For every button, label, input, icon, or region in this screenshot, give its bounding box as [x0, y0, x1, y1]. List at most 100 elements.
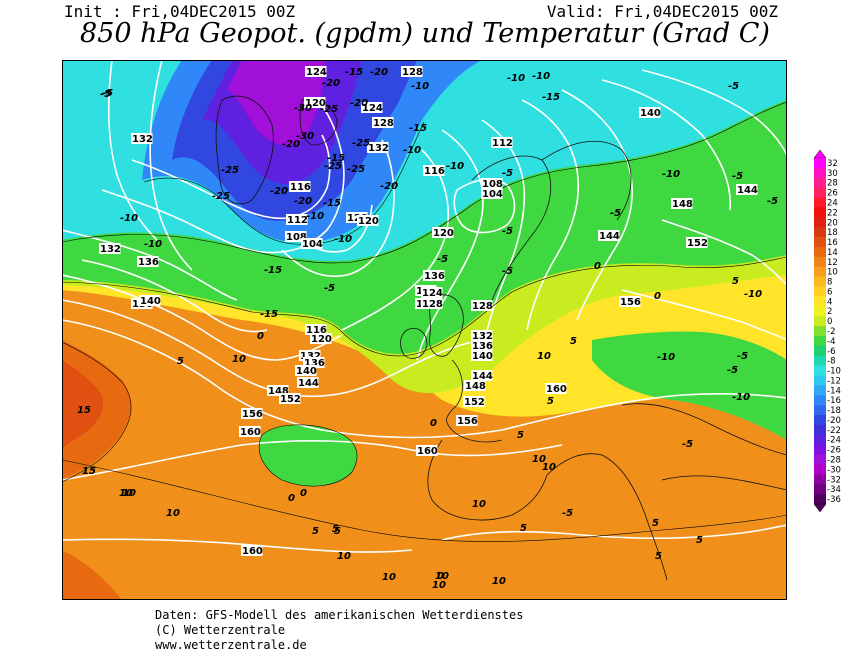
colorbar-label: -8: [827, 357, 835, 367]
temperature-label: 10: [232, 354, 246, 365]
geopotential-label: 124: [422, 288, 443, 299]
colorbar-label: 28: [827, 179, 838, 189]
colorbar-swatch: [814, 197, 826, 208]
geopotential-label: 108: [482, 179, 503, 190]
geopotential-label-bg: [137, 256, 159, 267]
geopotential-label: 132: [132, 134, 153, 145]
geopotential-label: 140: [640, 108, 661, 119]
temperature-label: -5: [102, 88, 113, 99]
geopotential-label-bg: [598, 230, 620, 241]
geopotential-label: 156: [620, 297, 641, 308]
geopotential-label-bg: [471, 350, 493, 361]
colorbar-label: -34: [827, 485, 841, 495]
geopotential-label: 132: [100, 244, 121, 255]
colorbar-swatch: [814, 296, 826, 307]
geopotential-label: 104: [302, 239, 323, 250]
geopotential-label: 148: [672, 199, 693, 210]
colorbar-label: -26: [827, 446, 841, 456]
temperature-label: -20: [322, 78, 340, 89]
geopotential-label: 144: [298, 378, 319, 389]
geopotential-label-bg: [481, 178, 503, 189]
geopotential-label-bg: [304, 97, 326, 108]
temperature-label: 10: [542, 462, 556, 473]
colorbar-swatch: [814, 484, 826, 495]
geopotential-label-bg: [421, 287, 443, 298]
temperature-label: 10: [122, 488, 136, 499]
colorbar-label: 32: [827, 159, 838, 169]
coastlines: [215, 95, 787, 581]
geopotential-labels: 124 1281361201281241321321161121081041161…: [99, 66, 758, 557]
chart-title: 850 hPa Geopot. (gpdm) und Temperatur (G…: [80, 18, 770, 49]
colorbar-bottom-arrow: [813, 503, 827, 513]
temperature-label: 5: [312, 526, 319, 537]
geopotential-label-bg: [481, 188, 503, 199]
colorbar-label: 26: [827, 189, 838, 199]
colorbar-label: 10: [827, 268, 838, 278]
geopotential-label-bg: [305, 66, 327, 77]
geopotential-label: 136: [472, 341, 493, 352]
temperature-label: -30: [294, 103, 312, 114]
colorbar-swatch: [814, 256, 826, 268]
temperature-label: 5: [332, 524, 339, 535]
geopotential-label-bg: [671, 198, 693, 209]
temperature-label: -10: [403, 145, 421, 156]
geopotential-label: 132: [300, 351, 321, 362]
temperature-label: -5: [502, 266, 513, 277]
temperature-label: -10: [144, 239, 162, 250]
temperature-label: 0: [437, 571, 444, 582]
temperature-label: -10: [411, 81, 429, 92]
geopotential-label-bg: [464, 380, 486, 391]
valid-label: Valid: Fri,04DEC2015 00Z: [546, 2, 778, 21]
temperature-label: 0: [430, 418, 437, 429]
temperature-label: -5: [502, 168, 513, 179]
colorbar-swatch: [814, 474, 826, 485]
temperature-label: -15: [323, 198, 341, 209]
colorbar-label: -22: [827, 426, 841, 436]
geopotential-label: 160: [240, 427, 261, 438]
colorbar-canvas: 32302826242220181614121086420-2-4-6-8-10…: [813, 149, 841, 513]
temperature-label: 0: [594, 261, 601, 272]
geopotential-label: 140: [472, 351, 493, 362]
geopotential-label: 120: [311, 334, 332, 345]
geopotential-label: 128: [422, 299, 443, 310]
colorbar-label: -4: [827, 337, 835, 347]
geopotential-label: 128: [373, 118, 394, 129]
colorbar-swatch: [814, 365, 826, 376]
colorbar-top-arrow: [813, 149, 827, 159]
temperature-label: -5: [767, 196, 778, 207]
colorbar-label: -14: [827, 386, 841, 396]
colorbar-label: 22: [827, 208, 838, 218]
map-frame: [62, 60, 787, 600]
colorbar-label: -16: [827, 396, 841, 406]
colorbar-label: -36: [827, 495, 841, 505]
temp-zone-iberia: [259, 424, 357, 487]
temperature-label: 15: [82, 466, 96, 477]
geopotential-label-bg: [367, 142, 389, 153]
colorbar-swatch: [814, 207, 826, 218]
colorbar-label: 6: [827, 287, 832, 297]
geopotential-label: 152: [464, 397, 485, 408]
temperature-label: -10: [446, 161, 464, 172]
temperature-label: -5: [437, 254, 448, 265]
temperature-isolines: [62, 101, 787, 542]
colorbar-swatch: [814, 286, 826, 297]
geopotential-label-bg: [471, 300, 493, 311]
geopotential-label: 124: [306, 67, 327, 78]
temperature-label: -20: [370, 67, 388, 78]
geopotential-label: 108: [286, 232, 307, 243]
temperature-label: -5: [100, 89, 111, 100]
temperature-label: -10: [334, 234, 352, 245]
colorbar: 32 30 28 26 24 22 20 18 16 14 12 10 8 6 4 2 0 -2 -4 -6 -8 -10…: [812, 149, 850, 513]
temperature-label: -15: [264, 265, 282, 276]
colorbar-swatch: [814, 434, 826, 445]
map-canvas: 124 1281361201281241321321161121081041161…: [62, 60, 787, 600]
geopotential-label: 120: [433, 228, 454, 239]
colorbar-swatch: [814, 306, 826, 317]
geopotential-label-bg: [295, 365, 317, 376]
temperature-label: 5: [547, 396, 554, 407]
temperature-label: 10: [382, 572, 396, 583]
geopotential-label-bg: [99, 243, 121, 254]
geopotential-label: 112: [287, 215, 308, 226]
footer-url[interactable]: www.wetterzentrale.de: [155, 638, 307, 652]
colorbar-swatch: [814, 454, 826, 465]
